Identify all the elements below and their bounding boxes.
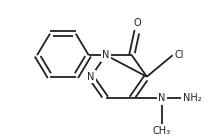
Text: NH₂: NH₂ (183, 93, 202, 103)
Text: CH₃: CH₃ (153, 126, 171, 136)
Text: O: O (133, 18, 141, 28)
Text: N: N (158, 93, 166, 103)
Text: N: N (102, 50, 110, 60)
Text: N: N (87, 72, 95, 82)
Text: Cl: Cl (174, 50, 184, 60)
